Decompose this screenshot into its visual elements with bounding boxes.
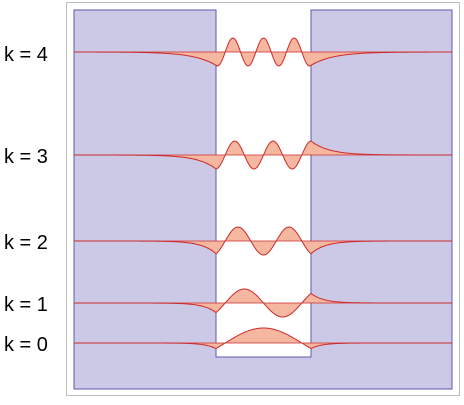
wavefunction-curve-k4 bbox=[74, 37, 452, 67]
level-label-k0: k = 0 bbox=[4, 334, 48, 356]
wavefunction-curve-k0 bbox=[74, 327, 452, 350]
level-label-k3: k = 3 bbox=[4, 146, 48, 168]
wavefunction-fill-k0 bbox=[74, 328, 452, 349]
wavefunction-curve-k3 bbox=[74, 140, 452, 170]
level-label-k4: k = 4 bbox=[4, 44, 48, 66]
wavefunction-curve-k1 bbox=[74, 288, 452, 318]
level-label-k2: k = 2 bbox=[4, 232, 48, 254]
wavefunction-curve-k2 bbox=[74, 226, 452, 256]
plot-frame bbox=[66, 2, 460, 396]
wavefunction-fill-k2 bbox=[74, 227, 452, 255]
level-label-k1: k = 1 bbox=[4, 294, 48, 316]
wavefunctions bbox=[74, 37, 452, 350]
